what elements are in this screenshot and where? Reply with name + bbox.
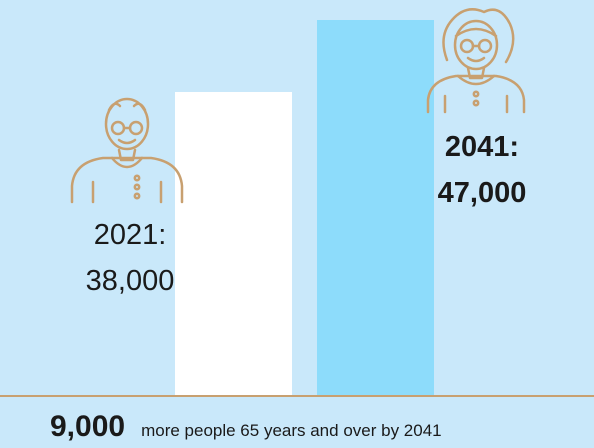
- bar-2021: [175, 92, 292, 396]
- footer-summary: 9,000 more people 65 years and over by 2…: [50, 410, 442, 446]
- label-2021-year: 2021:: [93, 219, 167, 251]
- footer-text: more people 65 years and over by 2041: [141, 421, 442, 440]
- elderly-man-icon: [70, 97, 184, 204]
- label-2021-value: 38,000: [85, 265, 175, 297]
- label-2021: 2021: 38,000: [60, 212, 200, 304]
- elderly-woman-icon: [426, 8, 526, 114]
- label-2041-value: 47,000: [437, 177, 527, 209]
- bar-2041: [317, 20, 434, 396]
- bars-group: [175, 20, 434, 396]
- label-2041: 2041: 47,000: [412, 124, 552, 216]
- footer-number: 9,000: [50, 410, 126, 443]
- label-2041-year: 2041:: [444, 131, 520, 163]
